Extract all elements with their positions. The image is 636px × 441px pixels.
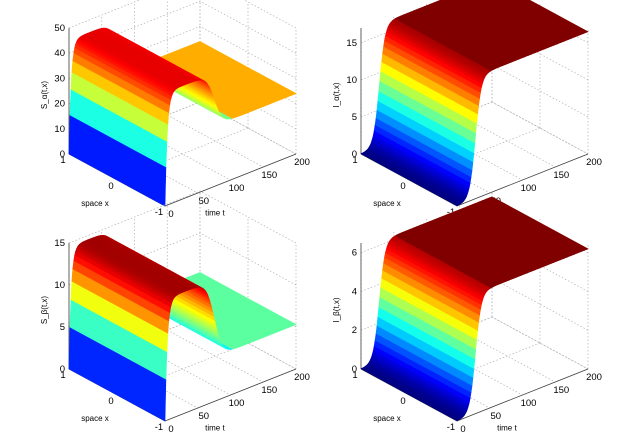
t-tick-label: 150	[553, 385, 569, 396]
t-tick-label: 100	[521, 398, 537, 409]
z-tick-label: 50	[54, 23, 65, 34]
x-tick-label: 1	[60, 370, 65, 381]
x-tick-label: -1	[155, 422, 163, 433]
t-tick-label: 200	[586, 157, 602, 168]
z-tick-label: 40	[54, 48, 65, 59]
x-tick-label: -1	[155, 207, 163, 218]
x-tick-label: 1	[352, 155, 357, 166]
z-tick-label: 2	[352, 325, 357, 336]
z-tick-label: 6	[352, 248, 357, 259]
t-tick-label: 200	[294, 157, 310, 168]
z-tick-label: 5	[352, 112, 357, 123]
t-tick-label: 50	[198, 196, 209, 207]
z-tick-label: 10	[54, 124, 65, 135]
t-tick-label: 0	[168, 424, 173, 435]
z-axis-label: S_β(t,x)	[40, 296, 49, 324]
x-tick-label: -1	[447, 207, 455, 218]
x-axis-label: space x	[81, 414, 109, 423]
t-tick-label: 200	[294, 372, 310, 383]
z-tick-label: 15	[346, 38, 357, 49]
x-tick-label: 1	[352, 370, 357, 381]
t-tick-label: 150	[553, 170, 569, 181]
z-tick-label: 0	[60, 149, 65, 160]
z-axis-label: I_α(t,x)	[332, 82, 341, 107]
x-tick-label: 1	[60, 155, 65, 166]
z-tick-label: 0	[352, 149, 357, 160]
t-axis-label: time t	[205, 423, 225, 432]
x-tick-label: 0	[108, 396, 113, 407]
t-tick-label: 50	[490, 411, 501, 422]
x-tick-label: 0	[400, 396, 405, 407]
x-axis-label: space x	[373, 414, 401, 423]
t-tick-label: 50	[198, 411, 209, 422]
surface	[68, 234, 297, 422]
surface	[360, 0, 589, 207]
z-tick-label: 30	[54, 73, 65, 84]
z-axis-label: S_α(t,x)	[40, 81, 49, 110]
t-tick-label: 0	[460, 424, 465, 435]
x-axis-label: space x	[373, 199, 401, 208]
t-axis-label: time t	[497, 423, 517, 432]
t-tick-label: 200	[586, 372, 602, 383]
t-tick-label: 0	[168, 209, 173, 220]
t-tick-label: 100	[229, 398, 245, 409]
z-tick-label: 20	[54, 99, 65, 110]
x-tick-label: 0	[108, 181, 113, 192]
z-tick-label: 4	[352, 286, 357, 297]
z-tick-label: 15	[54, 238, 65, 249]
z-tick-label: 10	[54, 280, 65, 291]
x-axis-label: space x	[81, 199, 109, 208]
x-tick-label: 0	[400, 181, 405, 192]
z-tick-label: 5	[60, 322, 65, 333]
t-tick-label: 100	[521, 183, 537, 194]
t-tick-label: 150	[261, 170, 277, 181]
t-tick-label: 100	[229, 183, 245, 194]
surface	[360, 196, 589, 422]
t-tick-label: 150	[261, 385, 277, 396]
t-axis-label: time t	[205, 208, 225, 217]
z-tick-label: 10	[346, 75, 357, 86]
x-tick-label: -1	[447, 422, 455, 433]
surface	[68, 27, 297, 207]
z-tick-label: 0	[60, 364, 65, 375]
z-tick-label: 0	[352, 364, 357, 375]
z-axis-label: I_β(t,x)	[332, 297, 341, 322]
